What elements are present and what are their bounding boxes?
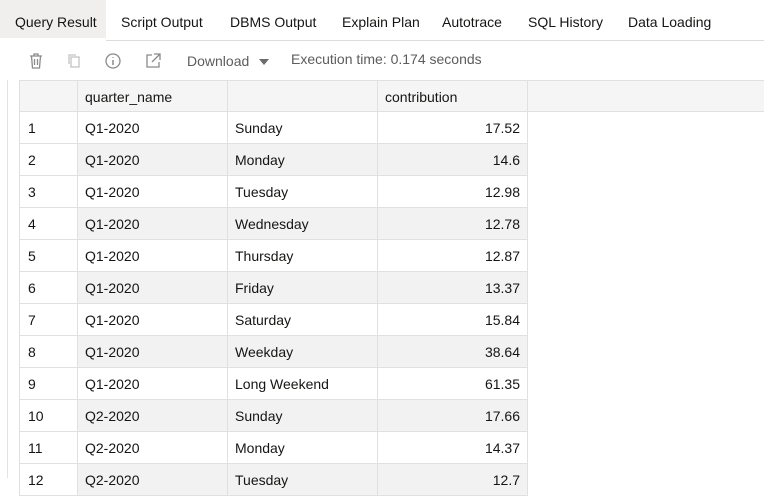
cell-day-name[interactable]: Monday [228,144,378,176]
results-tab-bar: Query Result Script Output DBMS Output E… [0,0,764,41]
tab-dbms-output[interactable]: DBMS Output [230,14,317,30]
cell-day-name[interactable]: Thursday [228,240,378,272]
cell-quarter-name[interactable]: Q2-2020 [78,432,228,464]
cell-quarter-name[interactable]: Q2-2020 [78,400,228,432]
cell-quarter-name[interactable]: Q1-2020 [78,176,228,208]
cell-day-name[interactable]: Long Weekend [228,368,378,400]
cell-contribution[interactable]: 13.37 [378,272,528,304]
cell-day-name[interactable]: Tuesday [228,464,378,496]
results-grid: quarter_name day_name contribution 1Q1-2… [19,80,764,496]
row-number[interactable]: 10 [19,400,78,432]
cell-contribution[interactable]: 17.52 [378,112,528,144]
results-toolbar: Download Execution time: 0.174 seconds [0,41,764,80]
row-number[interactable]: 12 [19,464,78,496]
copy-icon[interactable] [64,51,84,71]
tab-explain-plan[interactable]: Explain Plan [342,14,420,30]
cell-quarter-name[interactable]: Q2-2020 [78,464,228,496]
tab-autotrace[interactable]: Autotrace [442,14,502,30]
cell-quarter-name[interactable]: Q1-2020 [78,272,228,304]
cell-contribution[interactable]: 15.84 [378,304,528,336]
tab-script-output[interactable]: Script Output [121,14,203,30]
cell-contribution[interactable]: 12.98 [378,176,528,208]
row-number[interactable]: 11 [19,432,78,464]
cell-day-name[interactable]: Friday [228,272,378,304]
open-in-new-window-icon[interactable] [143,51,163,71]
cell-contribution[interactable]: 12.87 [378,240,528,272]
tab-query-result[interactable]: Query Result [0,0,106,41]
column-header-quarter-name[interactable]: quarter_name [78,80,228,112]
cell-quarter-name[interactable]: Q1-2020 [78,304,228,336]
cell-contribution[interactable]: 12.7 [378,464,528,496]
cell-contribution[interactable]: 61.35 [378,368,528,400]
execution-time: Execution time: 0.174 seconds [291,51,482,67]
cell-day-name[interactable]: Tuesday [228,176,378,208]
cell-contribution[interactable]: 14.6 [378,144,528,176]
caret-down-icon [259,53,270,69]
row-number[interactable]: 4 [19,208,78,240]
download-dropdown[interactable]: Download [187,52,270,70]
info-icon[interactable] [103,51,123,71]
cell-quarter-name[interactable]: Q1-2020 [78,240,228,272]
cell-quarter-name[interactable]: Q1-2020 [78,368,228,400]
row-number-header [19,80,78,112]
row-number[interactable]: 9 [19,368,78,400]
cell-quarter-name[interactable]: Q1-2020 [78,112,228,144]
tab-data-loading[interactable]: Data Loading [628,14,712,30]
cell-quarter-name[interactable]: Q1-2020 [78,336,228,368]
cell-day-name[interactable]: Monday [228,432,378,464]
cell-contribution[interactable]: 17.66 [378,400,528,432]
trash-icon[interactable] [26,51,46,71]
cell-contribution[interactable]: 12.78 [378,208,528,240]
column-header-contribution[interactable]: contribution [378,80,528,112]
cell-quarter-name[interactable]: Q1-2020 [78,208,228,240]
download-label: Download [187,53,250,69]
cell-day-name[interactable]: Wednesday [228,208,378,240]
column-header-day-name[interactable]: day_name [228,80,378,112]
tab-sql-history[interactable]: SQL History [528,14,603,30]
row-number[interactable]: 7 [19,304,78,336]
row-number[interactable]: 6 [19,272,78,304]
cell-day-name[interactable]: Saturday [228,304,378,336]
cell-day-name[interactable]: Sunday [228,400,378,432]
cell-quarter-name[interactable]: Q1-2020 [78,144,228,176]
row-number[interactable]: 5 [19,240,78,272]
cell-contribution[interactable]: 14.37 [378,432,528,464]
cell-day-name[interactable]: Sunday [228,112,378,144]
row-number[interactable]: 2 [19,144,78,176]
row-number[interactable]: 1 [19,112,78,144]
row-number[interactable]: 8 [19,336,78,368]
left-divider [7,41,8,478]
cell-contribution[interactable]: 38.64 [378,336,528,368]
row-number[interactable]: 3 [19,176,78,208]
cell-day-name[interactable]: Weekday [228,336,378,368]
